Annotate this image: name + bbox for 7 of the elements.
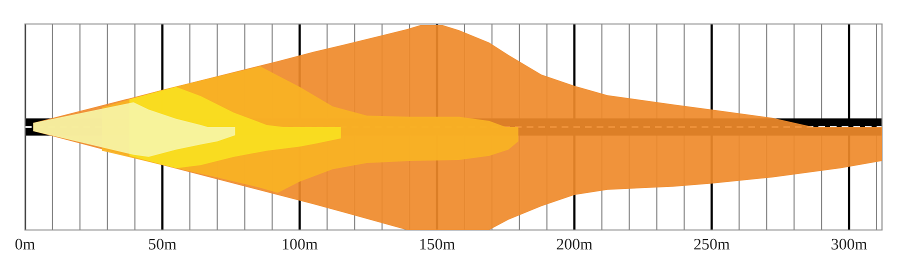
x-tick-label: 200m xyxy=(556,238,592,250)
x-tick-label: 0m xyxy=(15,238,35,250)
x-tick-label: 300m xyxy=(832,238,867,250)
x-tick-label: 250m xyxy=(694,238,730,250)
x-tick-label: 100m xyxy=(282,238,318,250)
x-tick-label: 50m xyxy=(149,238,176,250)
x-tick-label: 150m xyxy=(420,238,455,250)
